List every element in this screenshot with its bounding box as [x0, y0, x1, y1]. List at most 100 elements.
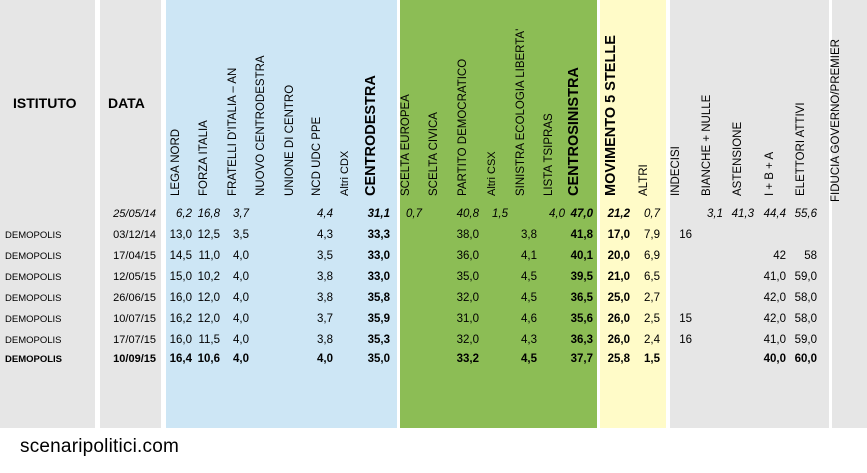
cell-fratelli_italia-6: 4,0: [233, 334, 249, 346]
cell-ncd_udc_ppe-3: 3,8: [317, 271, 333, 283]
column-header-fiducia: FIDUCIA GOVERNO/PREMIER: [830, 39, 842, 202]
cell-lega_nord-6: 16,0: [170, 334, 192, 346]
cell-ncd_udc_ppe-4: 3,8: [317, 292, 333, 304]
cell-pd-1: 38,0: [457, 229, 479, 241]
cell-elettori_attivi-2: 58: [804, 250, 817, 262]
cell-indecisi-6: 16: [679, 334, 692, 346]
cell-m5s-1: 17,0: [608, 229, 630, 241]
cell-forza_italia-5: 12,0: [198, 313, 220, 325]
cell-lega_nord-0: 6,2: [176, 208, 193, 220]
cell-fratelli_italia-4: 4,0: [233, 292, 249, 304]
cell-altri-2: 6,9: [644, 250, 660, 262]
cell-ibA-6: 41,0: [764, 334, 786, 346]
column-header-m5s: MOVIMENTO 5 STELLE: [603, 35, 619, 196]
source-credit: scenaripolitici.com: [20, 436, 180, 457]
column-header-altri_cdx: Altri CDX: [339, 150, 351, 196]
cell-sel-5: 4,6: [521, 313, 537, 325]
cell-m5s-7: 25,8: [608, 353, 631, 365]
cell-lega_nord-2: 14,5: [170, 250, 192, 262]
cell-indecisi-1: 16: [679, 229, 692, 241]
cell-forza_italia-2: 11,0: [198, 250, 220, 262]
cell-altri-0: 0,7: [644, 208, 661, 220]
column-header-indecisi: INDECISI: [670, 146, 682, 196]
cell-fratelli_italia-3: 4,0: [233, 271, 249, 283]
cell-elettori_attivi-6: 59,0: [795, 334, 817, 346]
cell-centrodestra-2: 33,0: [368, 250, 390, 262]
column-header-elettori_attivi: ELETTORI ATTIVI: [795, 102, 807, 196]
column-header-astensione: ASTENSIONE: [732, 122, 744, 196]
cell-altri-3: 6,5: [644, 271, 660, 283]
row-istituto-5: DEMOPOLIS: [5, 314, 62, 325]
row-istituto-4: DEMOPOLIS: [5, 293, 62, 304]
column-header-ncd_udc_ppe: NCD UDC PPE: [311, 116, 323, 196]
cell-ncd_udc_ppe-1: 4,3: [317, 229, 333, 241]
cell-elettori_attivi-4: 58,0: [795, 292, 817, 304]
cell-elettori_attivi-5: 58,0: [795, 313, 817, 325]
column-header-fratelli_italia: FRATELLI D'ITALIA – AN: [227, 68, 239, 196]
cell-centrosinistra-4: 36,5: [571, 292, 594, 304]
cell-fratelli_italia-5: 4,0: [233, 313, 249, 325]
cell-m5s-3: 21,0: [608, 271, 630, 283]
cell-lega_nord-3: 15,0: [170, 271, 192, 283]
cell-elettori_attivi-7: 60,0: [795, 353, 817, 365]
column-header-forza_italia: FORZA ITALIA: [198, 120, 210, 196]
poll-table: ISTITUTO DATA LEGA NORD FORZA ITALIA FRATELL…: [0, 0, 867, 428]
row-date-6: 17/07/15: [113, 334, 156, 346]
cell-centrodestra-0: 31,1: [368, 208, 390, 220]
cell-m5s-0: 21,2: [607, 208, 631, 220]
row-date-3: 12/05/15: [113, 271, 156, 283]
cell-altri-7: 1,5: [644, 353, 661, 365]
cell-sel-4: 4,5: [521, 292, 537, 304]
cell-altri_csx-0: 1,5: [492, 208, 509, 220]
column-separator-0: [95, 0, 100, 428]
column-header-altri_csx: Altri CSX: [486, 151, 498, 196]
column-header-centrosinistra: CENTROSINISTRA: [566, 67, 582, 196]
column-header-lega_nord: LEGA NORD: [170, 129, 182, 196]
cell-fratelli_italia-2: 4,0: [233, 250, 249, 262]
column-header-pd: PARTITO DEMOCRATICO: [457, 59, 469, 196]
cell-m5s-5: 26,0: [608, 313, 630, 325]
cell-m5s-4: 25,0: [608, 292, 630, 304]
column-separator-3: [597, 0, 600, 428]
cell-centrodestra-6: 35,3: [368, 334, 390, 346]
cell-lega_nord-1: 13,0: [170, 229, 192, 241]
column-separator-4: [666, 0, 670, 428]
cell-fratelli_italia-7: 4,0: [233, 353, 249, 365]
cell-ibA-3: 41,0: [764, 271, 786, 283]
cell-fratelli_italia-0: 3,7: [233, 208, 250, 220]
column-header-altri: ALTRI: [638, 164, 650, 196]
cell-sel-7: 4,5: [521, 353, 538, 365]
cell-bianche_nulle-0: 3,1: [707, 208, 723, 220]
cell-forza_italia-6: 11,5: [198, 334, 220, 346]
cell-m5s-2: 20,0: [608, 250, 630, 262]
cell-altri-1: 7,9: [644, 229, 660, 241]
cell-ibA-7: 40,0: [764, 353, 786, 365]
cell-pd-5: 31,0: [457, 313, 479, 325]
centrosinistra-band: [400, 0, 597, 428]
cell-sel-6: 4,3: [521, 334, 537, 346]
column-header-tsipras: LISTA TSIPRAS: [543, 113, 555, 196]
row-istituto-3: DEMOPOLIS: [5, 272, 62, 283]
row-date-7: 10/09/15: [113, 353, 156, 365]
cell-ncd_udc_ppe-0: 4,4: [317, 208, 333, 220]
cell-sel-1: 3,8: [521, 229, 537, 241]
cell-elettori_attivi-3: 59,0: [795, 271, 817, 283]
cell-pd-0: 40,8: [457, 208, 480, 220]
cell-sel-3: 4,5: [521, 271, 537, 283]
column-header-sel: SINISTRA ECOLOGIA LIBERTA': [515, 29, 527, 196]
cell-ibA-4: 42,0: [764, 292, 786, 304]
cell-centrodestra-5: 35,9: [368, 313, 390, 325]
cell-ibA-5: 42,0: [764, 313, 786, 325]
cell-centrosinistra-1: 41,8: [571, 229, 594, 241]
cell-pd-6: 32,0: [457, 334, 479, 346]
cell-ncd_udc_ppe-5: 3,7: [317, 313, 333, 325]
cell-pd-3: 35,0: [457, 271, 479, 283]
cell-forza_italia-4: 12,0: [198, 292, 220, 304]
cell-forza_italia-1: 12,5: [198, 229, 220, 241]
cell-forza_italia-3: 10,2: [198, 271, 220, 283]
cell-tsipras-0: 4,0: [549, 208, 566, 220]
row-date-0: 25/05/14: [112, 208, 156, 220]
cell-centrosinistra-0: 47,0: [570, 208, 594, 220]
column-separator-1: [161, 0, 166, 428]
cell-fratelli_italia-1: 3,5: [233, 229, 249, 241]
